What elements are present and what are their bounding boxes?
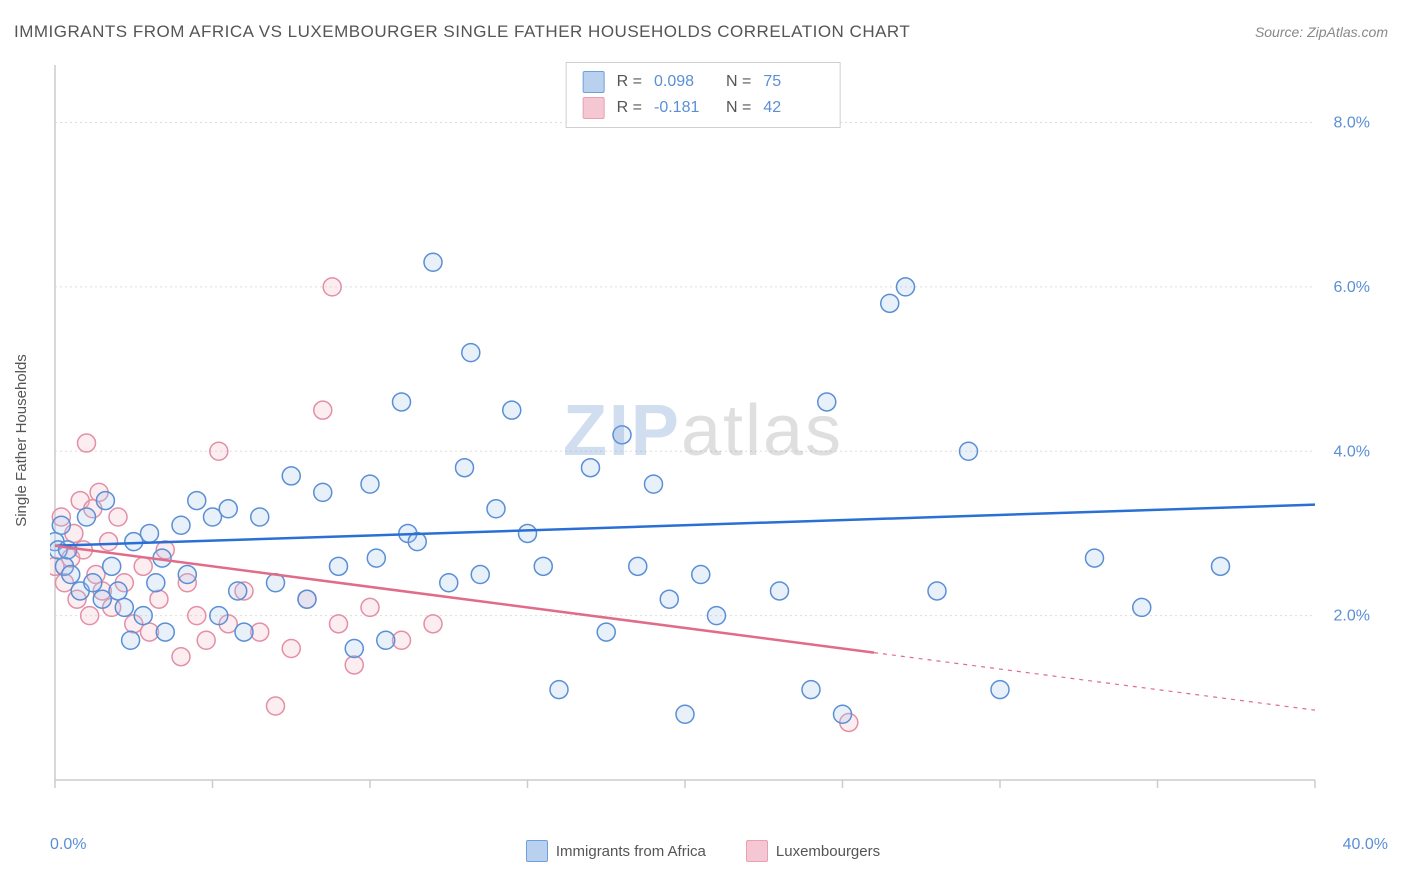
legend-item-series1: Immigrants from Africa: [526, 840, 706, 862]
r-value-series1: 0.098: [654, 73, 714, 91]
swatch-series1: [583, 71, 605, 93]
n-value-series1: 75: [763, 73, 823, 91]
x-tick-min: 0.0%: [50, 836, 86, 854]
legend-item-series2: Luxembourgers: [746, 840, 880, 862]
svg-text:8.0%: 8.0%: [1334, 115, 1370, 132]
swatch-series1-bottom: [526, 840, 548, 862]
y-axis-label: Single Father Households: [13, 354, 30, 527]
r-label: R =: [617, 99, 642, 117]
legend-label-series2: Luxembourgers: [776, 843, 880, 860]
r-label: R =: [617, 73, 642, 91]
n-label: N =: [726, 99, 751, 117]
r-value-series2: -0.181: [654, 99, 714, 117]
plot-svg: 2.0% 4.0% 6.0% 8.0%: [50, 60, 1380, 820]
chart-title: IMMIGRANTS FROM AFRICA VS LUXEMBOURGER S…: [14, 22, 910, 42]
correlation-chart: IMMIGRANTS FROM AFRICA VS LUXEMBOURGER S…: [0, 0, 1406, 892]
legend-row-series1: R = 0.098 N = 75: [583, 69, 824, 95]
svg-text:4.0%: 4.0%: [1334, 443, 1370, 460]
legend-row-series2: R = -0.181 N = 42: [583, 95, 824, 121]
svg-text:6.0%: 6.0%: [1334, 279, 1370, 296]
n-value-series2: 42: [763, 99, 823, 117]
y-axis-label-wrap: Single Father Households: [6, 60, 36, 820]
plot-area: 2.0% 4.0% 6.0% 8.0%: [50, 60, 1380, 820]
series-legend: Immigrants from Africa Luxembourgers: [0, 840, 1406, 862]
swatch-series2: [583, 97, 605, 119]
legend-label-series1: Immigrants from Africa: [556, 843, 706, 860]
x-tick-max: 40.0%: [1343, 836, 1388, 854]
source-attribution: Source: ZipAtlas.com: [1255, 24, 1388, 40]
svg-text:2.0%: 2.0%: [1334, 608, 1370, 625]
swatch-series2-bottom: [746, 840, 768, 862]
n-label: N =: [726, 73, 751, 91]
correlation-legend: R = 0.098 N = 75 R = -0.181 N = 42: [566, 62, 841, 128]
